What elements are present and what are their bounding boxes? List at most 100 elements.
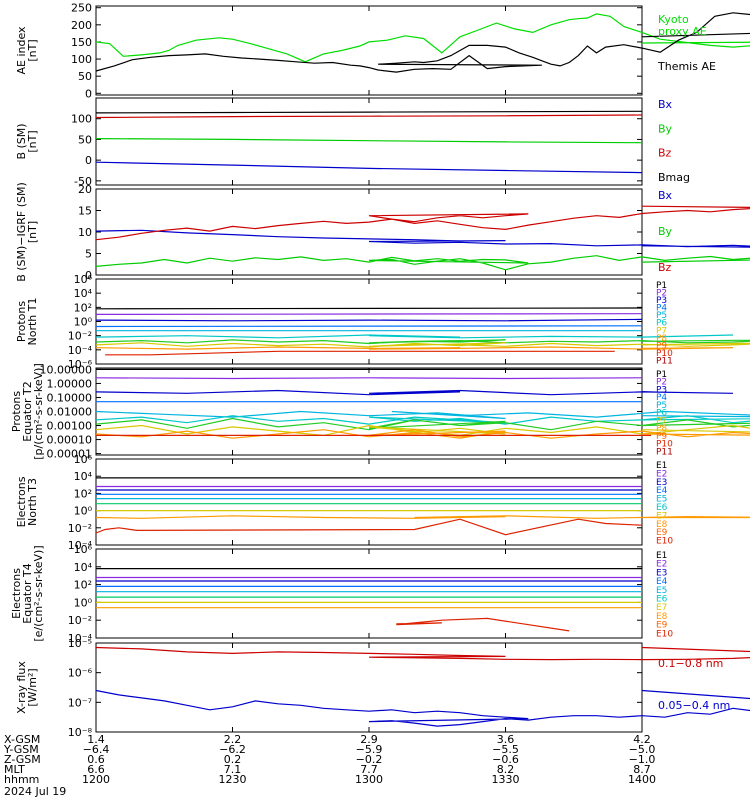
series-line-By	[95, 255, 750, 271]
y-tick-label: 20	[78, 183, 92, 196]
y-tick-label: 0	[85, 87, 92, 100]
y-tick-label: 100	[71, 53, 92, 66]
channel-label: P11	[656, 356, 673, 366]
y-tick-label: 10⁴	[74, 470, 93, 483]
channel-label: P5	[656, 401, 667, 411]
y-tick-label: 10	[78, 226, 92, 239]
channel-label: E7	[656, 603, 667, 613]
channel-label: E2	[656, 469, 667, 479]
ephemeris-row-label: MLT	[4, 763, 25, 776]
y-tick-label: 10⁻⁴	[68, 632, 93, 645]
legend-label: By	[658, 122, 673, 135]
channel-label: E10	[656, 537, 673, 547]
y-tick-label: 5	[85, 248, 92, 261]
channel-label: E10	[656, 629, 673, 639]
ephemeris-value: 1230	[219, 773, 247, 786]
channel-label: P11	[656, 447, 673, 457]
y-tick-label: 10⁻⁴	[68, 539, 93, 552]
legend-label: Bz	[658, 261, 672, 274]
ephemeris-value: 1.4	[87, 733, 105, 746]
channel-label: P3	[656, 385, 667, 395]
legend-label: 0.1−0.8 nm	[658, 657, 723, 670]
series-line-Themis-AE	[95, 12, 750, 73]
channel-label: P2	[656, 378, 667, 388]
ephemeris-value: 8.2	[497, 763, 515, 776]
y-axis-label: B (SM)[nT]	[15, 123, 39, 159]
y-tick-label: 10⁶	[74, 273, 93, 286]
channel-label: P9	[656, 341, 667, 351]
ephemeris-value: 6.6	[87, 763, 105, 776]
series-line-P7	[95, 339, 750, 345]
y-tick-label: 10⁶	[74, 543, 93, 556]
ephemeris-value: 2.2	[224, 733, 242, 746]
series-line-Kyoto-proxy-AE	[95, 13, 750, 63]
ephemeris-value: 1400	[628, 773, 656, 786]
legend-label: 0.05−0.4 nm	[658, 699, 730, 712]
channel-label: P4	[656, 304, 667, 314]
series-line-By	[95, 138, 643, 144]
series-line-E9	[396, 617, 570, 632]
y-tick-label: 0.00001	[47, 448, 93, 461]
channel-label: P6	[656, 409, 667, 419]
y-tick-label: 10⁴	[74, 287, 93, 300]
channel-label: P8	[656, 424, 667, 434]
y-tick-label: 10⁻²	[68, 614, 92, 627]
series-line-0-05-0-4-nm	[95, 689, 750, 727]
legend-label: Kyoto proxy AE	[658, 13, 707, 38]
channel-label: E1	[656, 551, 667, 561]
y-tick-label: 10.00000	[40, 363, 93, 376]
series-line-P2	[95, 377, 643, 380]
y-tick-label: 10⁶	[74, 453, 93, 466]
ephemeris-row-label: Z-GSM	[4, 753, 41, 766]
ephemeris-value: 4.2	[633, 733, 651, 746]
channel-label: E5	[656, 586, 667, 596]
y-tick-label: 10⁻⁷	[68, 696, 92, 709]
y-axis-label: X-ray flux[W/m²]	[15, 661, 39, 714]
channel-label: E8	[656, 612, 668, 622]
y-axis-label: ProtonsNorth T1	[15, 298, 39, 346]
series-line-P2	[95, 313, 643, 315]
ephemeris-value: 1300	[355, 773, 383, 786]
channel-label: P1	[656, 370, 667, 380]
y-axis-label: ElectronsNorth T3	[15, 476, 39, 527]
ephemeris-value: 2.9	[360, 733, 378, 746]
channel-label: P7	[656, 326, 667, 336]
y-tick-label: 10⁻⁶	[68, 358, 93, 371]
y-tick-label: 50	[78, 133, 92, 146]
y-axis-label: AE index[nT]	[15, 26, 39, 75]
series-line-E8	[95, 515, 750, 519]
y-tick-label: 10²	[74, 301, 92, 314]
y-tick-label: 10⁻⁶	[68, 667, 93, 680]
y-tick-label: 0	[85, 269, 92, 282]
ephemeris-row-label: hhmm	[4, 773, 39, 786]
y-tick-label: 10⁰	[74, 505, 93, 518]
legend-label: Bx	[658, 189, 673, 202]
channel-label: P7	[656, 416, 667, 426]
series-line-0-1-0-8-nm	[95, 646, 750, 661]
legend-label: Bmag	[658, 171, 690, 184]
channel-label: E6	[656, 595, 668, 605]
series-line-Bx	[95, 229, 750, 248]
channel-label: P4	[656, 393, 667, 403]
panel-elec_eq: 10⁶ 10⁴ 10² 10⁰ 10⁻² 10⁻⁴ ElectronsEquator T4[…	[10, 543, 673, 645]
ephemeris-value: 3.6	[497, 733, 515, 746]
channel-label: E5	[656, 495, 667, 505]
y-tick-label: 15	[78, 205, 92, 218]
y-tick-label: 150	[71, 36, 92, 49]
ephemeris-value: −0.6	[492, 753, 519, 766]
series-line-P3	[95, 318, 643, 322]
ephemeris-value: −5.9	[356, 743, 383, 756]
series-line-P8	[95, 342, 750, 348]
panel-bsm: -50 0 50 100 B (SM)[nT] Bx By Bz Bmag	[15, 97, 690, 188]
series-line-P9	[95, 346, 734, 350]
ephemeris-value: −5.5	[492, 743, 519, 756]
ephemeris-row-label: Y-GSM	[3, 743, 39, 756]
channel-label: E2	[656, 560, 667, 570]
ephemeris-value: 8.7	[633, 763, 651, 776]
panel-prot_eq: 10.000001.000000.100000.010000.001000.00…	[10, 363, 750, 461]
y-tick-label: 0.00010	[47, 434, 93, 447]
